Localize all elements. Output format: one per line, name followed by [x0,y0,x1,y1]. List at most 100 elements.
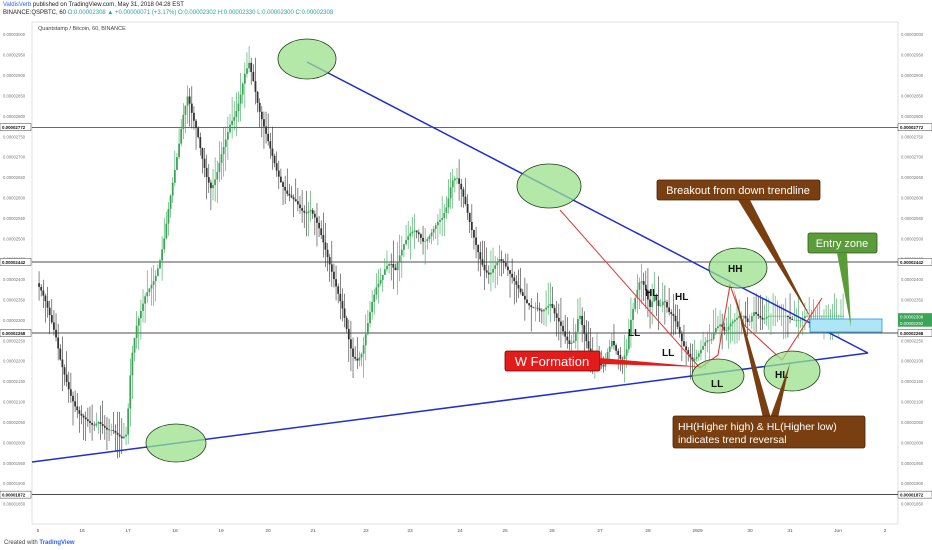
candle-body [710,339,713,341]
candle-body [627,334,630,350]
y-tick-left: 0.00002900 [3,73,26,78]
candle-body [462,189,465,197]
candle-body [803,316,806,319]
y-tick-left: 0.00002600 [3,195,26,200]
level-tag-right-bg [897,258,932,266]
author-name[interactable]: ValdisVerb [3,2,32,8]
y-tick-right: 0.00002850 [901,93,924,98]
candle-body [485,270,488,273]
candle-body [549,304,552,306]
candle-body [513,277,516,282]
candle-body [260,111,263,120]
candle-body [553,307,556,314]
level-tag-right-bg [897,490,932,499]
y-tick-right: 0.00001900 [901,481,924,486]
candle-body [538,308,541,311]
x-tick-label: 22 [363,528,369,534]
candle-body [555,313,558,318]
candle-body [443,213,446,219]
candle-body [453,178,456,181]
candle-body [714,328,717,334]
candle-body [445,207,448,214]
candle-body [267,133,270,142]
candle-body [403,244,405,250]
candle-body [148,288,151,293]
x-tick-label: 25 [502,528,508,534]
candle-body [386,265,388,270]
candle-body [521,292,524,296]
candle-body [335,279,337,287]
candle-body [150,284,153,289]
candle-body [477,244,480,253]
candle-body [634,297,637,309]
candle-body [468,212,471,222]
candle-body [341,301,344,309]
candle-body [322,235,325,243]
candle-body [587,341,590,349]
candle-body [123,436,125,439]
candle-body [146,292,149,297]
candle-body [742,315,745,317]
candle-body [417,232,420,235]
candle-body [515,281,518,285]
candle-body [133,337,136,353]
candle-body [311,210,314,214]
candle-body [97,422,100,424]
candle-body [120,436,123,439]
candle-body [246,68,248,74]
candle-body [197,128,200,138]
price-tag-bg [898,319,932,327]
candle-body [137,318,140,326]
candle-body [806,315,808,317]
candle-body [447,198,450,208]
candle-body [354,356,357,359]
candle-body [825,315,828,317]
candle-body [265,126,267,134]
level-tag-right: 0.00002442 [900,260,924,265]
candle-body [653,296,656,302]
candle-body [345,317,348,329]
candle-body [144,296,147,304]
candle-body [290,195,293,198]
candle-body [568,340,571,345]
candle-body [630,319,632,335]
candle-body [69,389,72,396]
candle-body [545,307,547,310]
candle-body [337,286,340,294]
candle-body [460,183,463,190]
candle-body [222,146,225,155]
price-chart[interactable]: Quantstamp / Bitcoin, 60, BINANCE 0.00003… [0,0,932,538]
candle-body [757,314,760,316]
candle-body [831,315,834,317]
candle-body [65,374,68,382]
tradingview-logo[interactable]: TradingView [39,540,75,546]
y-tick-left: 0.00001950 [3,461,26,466]
candle-body [456,178,458,179]
candle-body [350,339,352,349]
candle-body [432,228,435,233]
candle-body [252,71,255,82]
level-tag-right: 0.00002268 [900,331,924,336]
candle-body [114,430,117,433]
hl-label-2: HL [675,292,688,303]
candle-body [638,282,641,290]
candle-body [532,307,535,308]
created-with: Created with [4,540,38,546]
y-tick-left: 0.00002950 [3,53,26,58]
y-tick-right: 0.00002150 [901,379,924,384]
candle-body [492,268,494,273]
candle-body [835,315,838,317]
candle-body [292,197,295,200]
candle-body [649,299,651,308]
candle-body [799,319,802,321]
candle-body [59,348,62,360]
candle-body [717,326,719,329]
level-tag-right: 0.00001872 [900,492,924,497]
candle-body [398,255,401,263]
candle-body [288,193,291,196]
breakout-text: Breakout from down trendline [666,185,810,197]
candle-body [708,340,711,341]
candle-body [774,315,777,317]
y-tick-left: 0.00002400 [3,277,26,282]
y-tick-left: 0.00002500 [3,236,26,241]
